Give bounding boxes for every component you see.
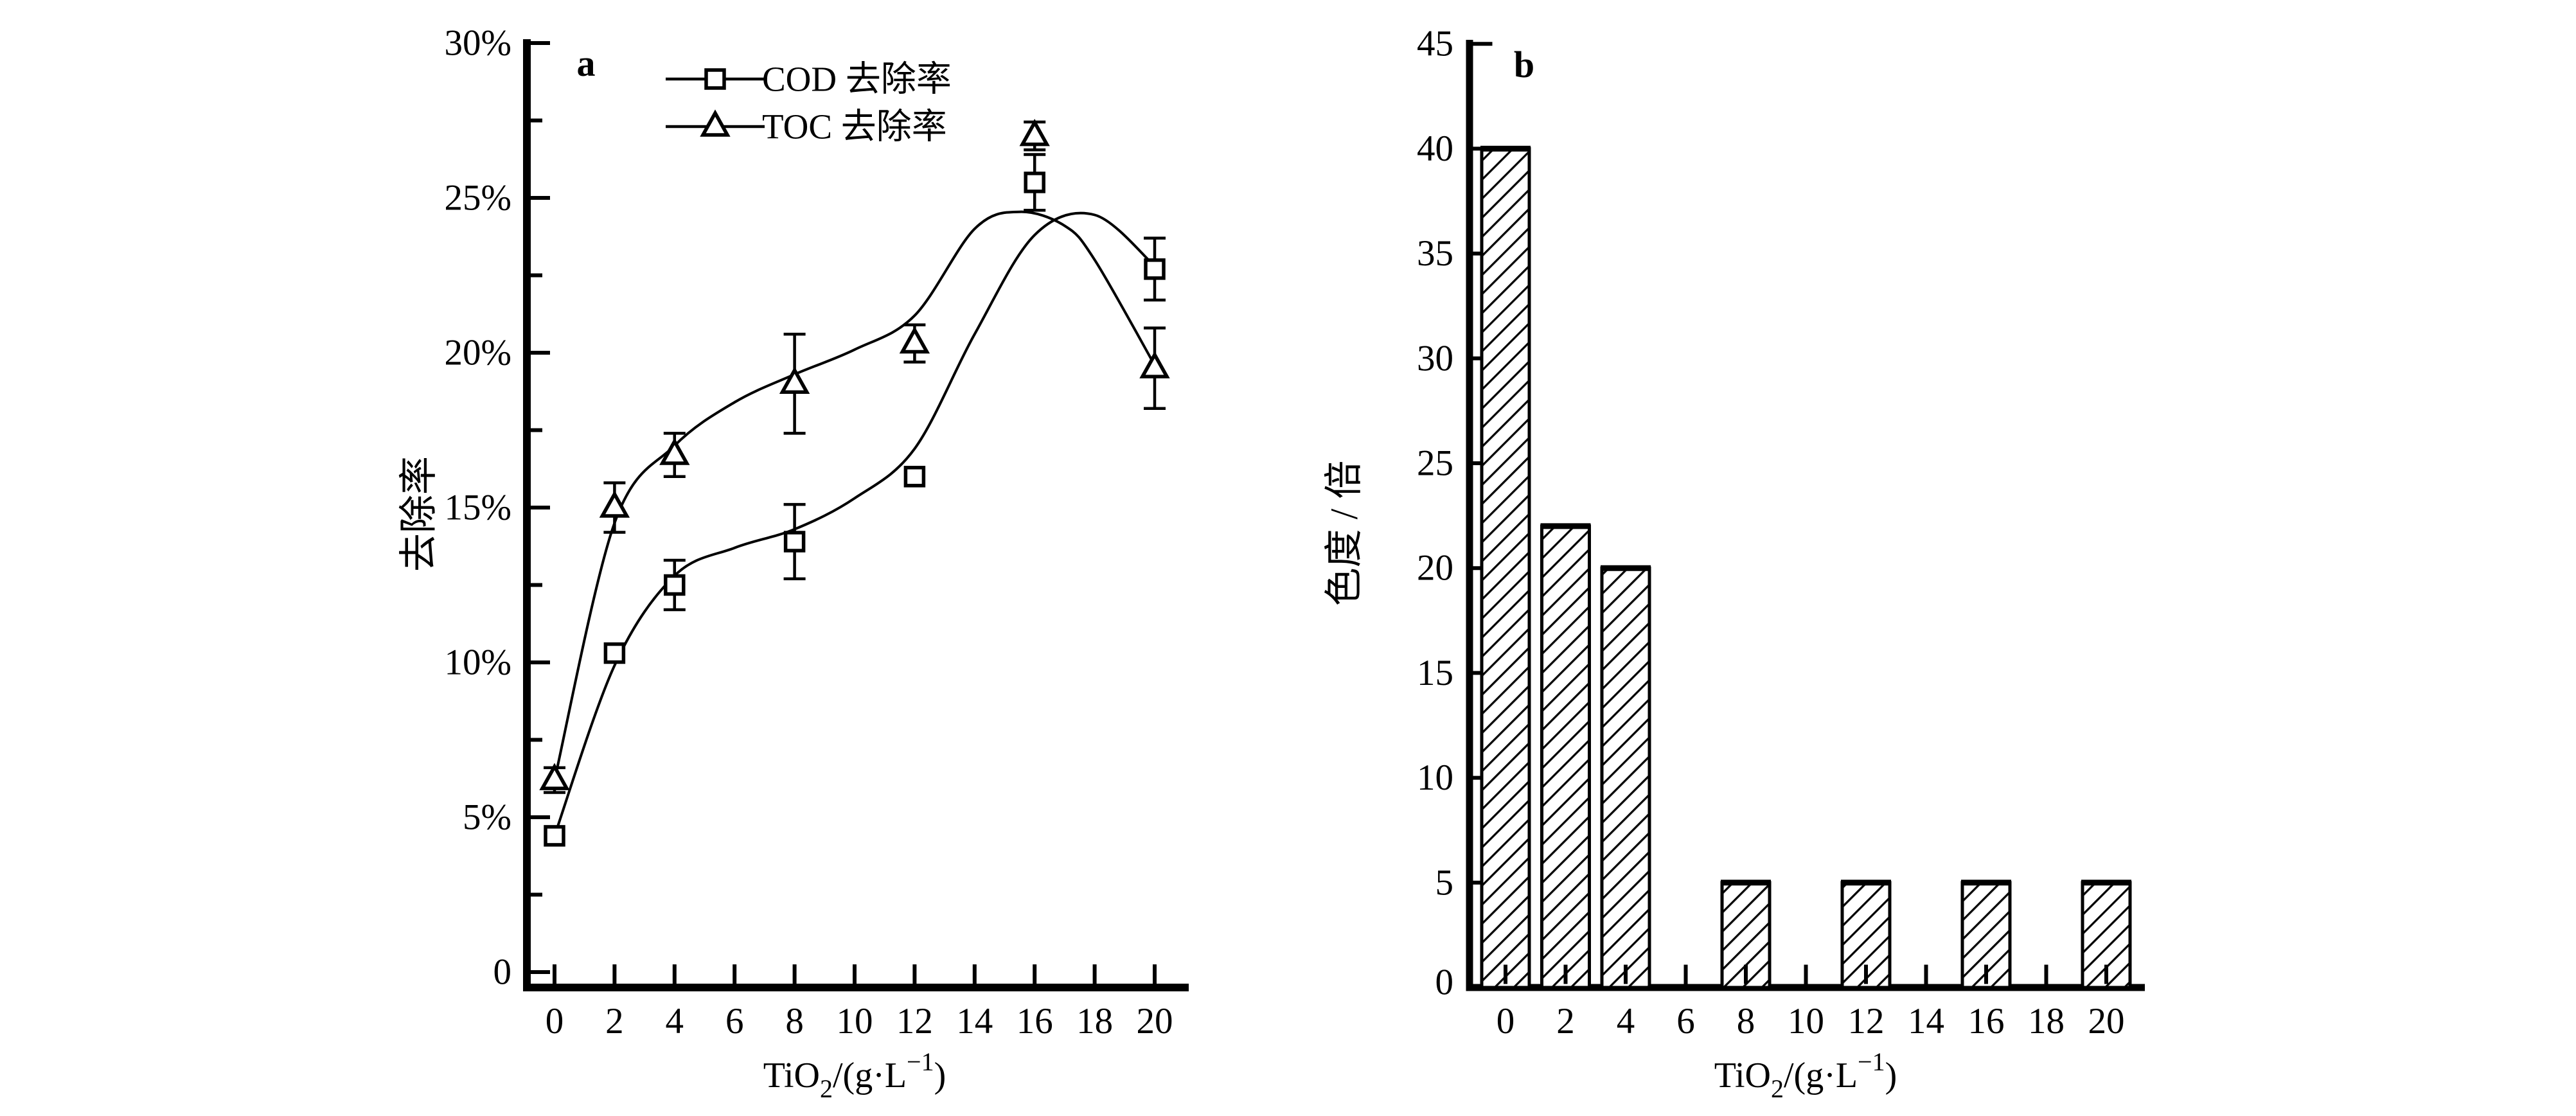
panel-b-x-tick-label: 12 bbox=[1848, 1001, 1885, 1041]
panel-b-y-tick-label: 20 bbox=[1417, 548, 1453, 589]
panel-a-x-tick-label: 6 bbox=[725, 1001, 744, 1041]
panel-a-x-tick-label: 8 bbox=[785, 1001, 804, 1041]
panel-a-x-tick-label: 2 bbox=[605, 1001, 624, 1041]
data-point-square-marker bbox=[664, 574, 686, 596]
data-point-square-marker bbox=[544, 825, 565, 847]
panel-a-x-tick-label: 0 bbox=[546, 1001, 564, 1041]
panel-a-x-axis-title: TiO2/(g·L−1) bbox=[763, 1047, 946, 1103]
data-point-square-marker bbox=[603, 642, 626, 664]
panel-a-x-tick-label: 10 bbox=[837, 1001, 873, 1041]
data-point-triangle-marker bbox=[779, 366, 810, 394]
data-point-triangle-marker bbox=[1019, 118, 1050, 146]
panel-b-x-tick-label: 20 bbox=[2088, 1001, 2125, 1041]
panel-b-x-tick-label: 10 bbox=[1788, 1001, 1824, 1041]
bar bbox=[1480, 146, 1531, 989]
panel-b-x-tick-label: 0 bbox=[1497, 1001, 1515, 1041]
bar bbox=[1540, 524, 1591, 989]
panel-a-x-tick-label: 14 bbox=[956, 1001, 993, 1041]
panel-b-x-tick-label: 18 bbox=[2028, 1001, 2065, 1041]
panel-a-y-tick-label: 25% bbox=[445, 178, 511, 218]
panel-a-y-tick-label: 5% bbox=[463, 797, 511, 838]
panel-b-x-tick-label: 2 bbox=[1556, 1001, 1575, 1041]
panel-a-y-tick-label: 10% bbox=[445, 642, 511, 683]
legend-triangle-marker bbox=[700, 109, 731, 137]
data-point-triangle-marker bbox=[599, 490, 630, 518]
panel-b-y-tick-label: 45 bbox=[1417, 24, 1453, 64]
data-point-square-marker bbox=[1144, 258, 1166, 280]
panel-a-x-tick-label: 16 bbox=[1017, 1001, 1053, 1041]
series-smooth-curve bbox=[553, 210, 1156, 781]
panel-b-x-tick-label: 4 bbox=[1617, 1001, 1635, 1041]
panel-a-line-chart: 0 5% 10% 15% 20% 25% 30% 0 2 4 6 8 10 12 14 16 18 20 TiO2/… bbox=[398, 23, 1189, 1103]
panel-b-y-tick-label: 35 bbox=[1417, 233, 1453, 274]
panel-b-y-tick-label: 10 bbox=[1417, 757, 1453, 798]
panel-b-x-ticks: 0 2 4 6 8 10 12 14 16 18 20 bbox=[1497, 964, 2125, 1041]
panel-a-y-tick-label: 20% bbox=[445, 333, 511, 373]
panel-b-bar-chart: 0 5 10 15 20 25 30 35 40 45 0 2 4 6 8 10 12 14 16 18 20 TiO2/… bbox=[1323, 24, 2145, 1103]
data-point-square-marker bbox=[903, 466, 926, 488]
panel-b-y-tick-label: 0 bbox=[1435, 962, 1454, 1003]
panel-a-x-tick-label: 20 bbox=[1137, 1001, 1173, 1041]
panel-b-x-tick-label: 16 bbox=[1968, 1001, 2005, 1041]
panel-b-y-tick-label: 15 bbox=[1417, 653, 1453, 693]
panel-a-y-axis-title: 去除率 bbox=[398, 456, 440, 572]
panel-a-y-ticks: 0 5% 10% 15% 20% 25% 30% bbox=[445, 23, 550, 993]
legend-entry-label: COD 去除率 bbox=[762, 60, 952, 99]
data-point-square-marker bbox=[783, 531, 806, 553]
panel-a-series-cod bbox=[544, 153, 1166, 847]
panel-b-bars bbox=[1480, 145, 2132, 989]
data-point-triangle-marker bbox=[539, 763, 570, 790]
panel-b-label: b bbox=[1514, 44, 1534, 85]
data-point-square-marker bbox=[1024, 172, 1045, 193]
legend-square-marker bbox=[704, 68, 726, 90]
legend-entry-label: TOC 去除率 bbox=[762, 107, 947, 146]
panel-b-y-tick-label: 30 bbox=[1417, 338, 1453, 378]
panel-b-x-axis-title: TiO2/(g·L−1) bbox=[1714, 1047, 1897, 1103]
panel-a-series-toc bbox=[539, 118, 1170, 794]
data-point-triangle-marker bbox=[659, 438, 690, 465]
data-point-triangle-marker bbox=[899, 326, 930, 354]
panel-b-y-axis-title: 色度 / 倍 bbox=[1323, 461, 1365, 607]
panel-a-y-tick-label: 0 bbox=[493, 952, 512, 993]
panel-b-x-tick-label: 6 bbox=[1676, 1001, 1695, 1041]
data-point-triangle-marker bbox=[1139, 351, 1170, 378]
panel-a-axes bbox=[523, 39, 1189, 991]
bar bbox=[1600, 566, 1651, 989]
panel-a-legend: COD 去除率 TOC 去除率 bbox=[666, 60, 952, 146]
panel-b-y-tick-label: 25 bbox=[1417, 443, 1453, 484]
panel-b-x-tick-label: 8 bbox=[1737, 1001, 1755, 1041]
panel-b-y-tick-label: 5 bbox=[1435, 862, 1454, 903]
panel-b-x-tick-label: 14 bbox=[1908, 1001, 1944, 1041]
panel-a-label: a bbox=[577, 42, 596, 84]
panel-b-y-tick-label: 40 bbox=[1417, 128, 1453, 169]
panel-a-x-tick-label: 12 bbox=[896, 1001, 933, 1041]
panel-a-y-tick-label: 15% bbox=[445, 488, 511, 528]
panel-a-y-tick-label: 30% bbox=[445, 23, 511, 64]
panel-a-x-tick-label: 18 bbox=[1076, 1001, 1113, 1041]
series-smooth-curve bbox=[553, 211, 1156, 837]
panel-a-x-ticks: 0 2 4 6 8 10 12 14 16 18 20 bbox=[546, 964, 1173, 1041]
panel-a-x-tick-label: 4 bbox=[666, 1001, 684, 1041]
